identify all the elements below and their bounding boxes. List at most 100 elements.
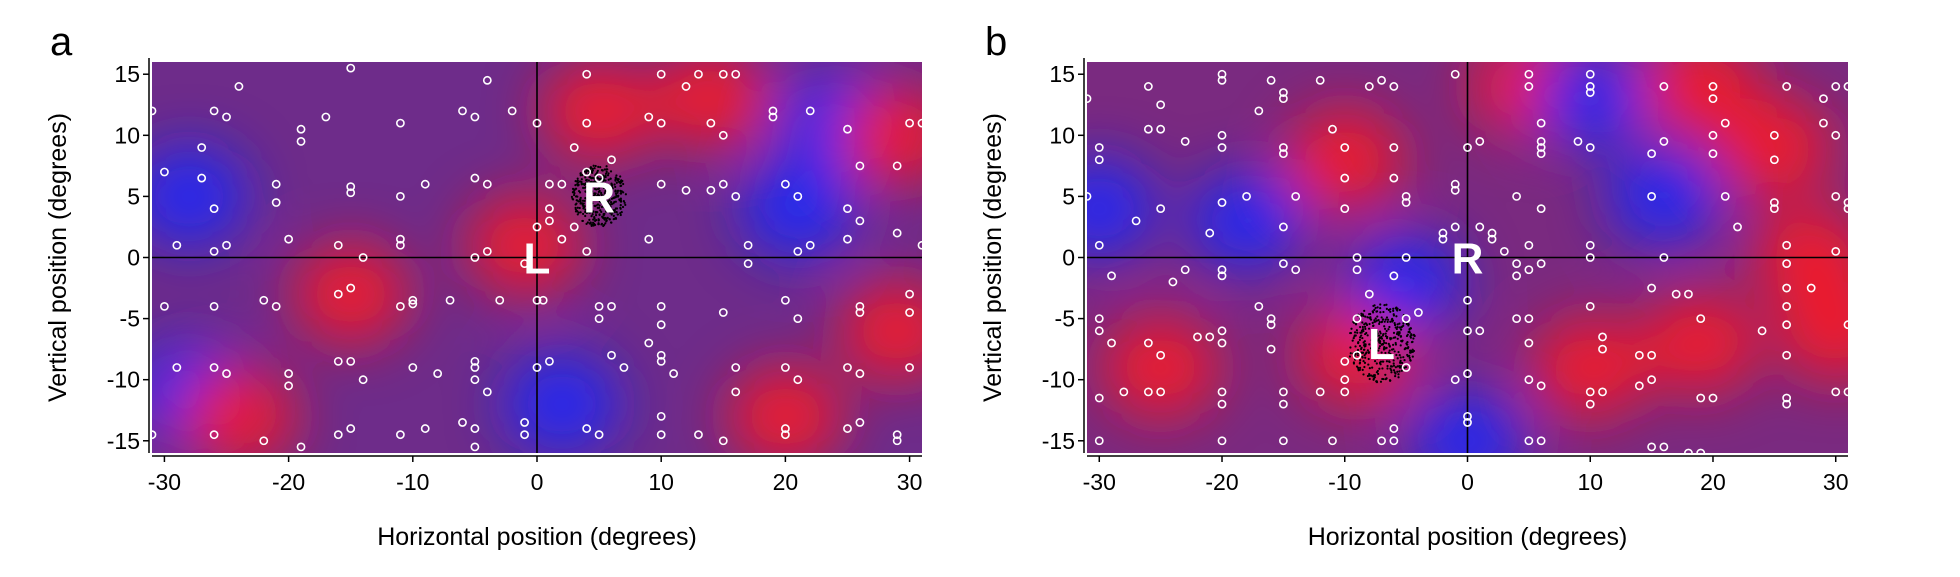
stimulus-point [669, 369, 679, 378]
stimulus-point [1831, 82, 1841, 91]
cluster-dot [1361, 325, 1364, 329]
stimulus-point [892, 436, 902, 446]
stimulus-point [743, 259, 753, 269]
stimulus-point [917, 240, 922, 250]
stimulus-point [644, 112, 654, 122]
stimulus-point [271, 179, 281, 189]
cluster-dot [1363, 345, 1366, 348]
cluster-dot [1388, 360, 1391, 364]
cluster-dot [588, 208, 592, 211]
stimulus-point [1499, 246, 1509, 256]
cluster-dot [607, 202, 610, 205]
cluster-dot [579, 211, 582, 214]
cluster-dot [1409, 359, 1412, 362]
stimulus-point [1217, 326, 1227, 336]
stimulus-point [1708, 149, 1718, 159]
cluster-dot [588, 192, 591, 196]
cluster-dot [1363, 340, 1366, 343]
cluster-dot [597, 223, 600, 226]
heatmap-blob-red [541, 62, 658, 161]
y-axis-title: Vertical position (degrees) [979, 113, 1007, 402]
cluster-dot [609, 201, 613, 204]
stimulus-point [1352, 350, 1362, 360]
cluster-dot [1377, 339, 1380, 342]
stimulus-points [152, 63, 922, 452]
stimulus-point [458, 106, 467, 116]
cluster-dot [1373, 304, 1376, 307]
cluster-dot [609, 177, 612, 180]
cluster-dot [1368, 343, 1371, 346]
stimulus-point [892, 430, 902, 440]
cluster-dot [1357, 369, 1360, 372]
stimulus-point [619, 363, 629, 372]
stimulus-point [1352, 253, 1362, 262]
stimulus-point [1278, 143, 1288, 152]
stimulus-point [1143, 124, 1153, 134]
stimulus-point [296, 124, 306, 134]
cluster-dot [1396, 365, 1399, 368]
panel-a: RL 15 10 5 0 -5 -10 -15 -30 -20 -10 0 10 20 30 Horizont… [44, 20, 922, 551]
x-axis-title: Horizontal position (degrees) [1308, 523, 1628, 551]
panel-b: R L 15 10 5 0 -5 -10 -15 -30 -20 -10 0 10 20 30 Horizont… [979, 20, 1849, 551]
cluster-dot [1389, 338, 1392, 341]
cluster-dot [1398, 364, 1401, 368]
cluster-dot [1381, 377, 1384, 381]
cluster-dot [1396, 326, 1399, 329]
cluster-dot [615, 181, 618, 184]
stimulus-point [706, 185, 716, 195]
cluster-dot [1392, 359, 1395, 362]
cluster-dot [1381, 318, 1385, 321]
stimulus-point [346, 182, 356, 192]
cluster-dot [588, 211, 591, 214]
cluster-dot [1396, 307, 1399, 310]
cluster-dot [611, 211, 614, 214]
x-tick-label: -30 [148, 469, 181, 495]
stimulus-point [408, 295, 418, 305]
stimulus-point [333, 356, 343, 366]
cluster-dot [1352, 336, 1355, 340]
stimulus-point [1782, 320, 1792, 330]
stimulus-point [395, 301, 405, 311]
stimulus-point [905, 118, 914, 128]
stimulus-point [234, 82, 244, 91]
cluster-dot [1363, 348, 1366, 351]
stimulus-point [1708, 393, 1718, 403]
cluster-dot [1399, 326, 1402, 329]
cluster-dot [574, 184, 577, 187]
stimulus-point [656, 350, 666, 360]
cluster-dot [1383, 303, 1386, 307]
stimulus-point [1389, 436, 1399, 446]
stimulus-point [1487, 234, 1497, 244]
cluster-dot [596, 183, 599, 187]
stimulus-point [1389, 424, 1399, 433]
cluster-dot [1398, 354, 1401, 357]
cluster-dot [619, 211, 622, 215]
cluster-dot [1364, 327, 1367, 331]
cluster-dot [588, 218, 591, 221]
stimulus-point [1585, 253, 1595, 262]
cluster-dot [1379, 311, 1382, 314]
cluster-dot [599, 197, 602, 200]
stimulus-point [731, 69, 741, 79]
cluster-dot [592, 164, 595, 167]
stimulus-point [520, 430, 529, 440]
cluster-dot [586, 202, 590, 205]
cluster-dot [1382, 310, 1385, 314]
cluster-dot [605, 219, 608, 222]
stimulus-point [1524, 82, 1534, 91]
stimulus-point [482, 246, 492, 256]
cluster-dot [1363, 354, 1366, 357]
cluster-dot [1367, 327, 1371, 330]
cluster-dot [598, 200, 601, 203]
stimulus-point [1512, 271, 1521, 281]
cluster-dot [1409, 349, 1412, 352]
stimulus-point [1131, 216, 1141, 226]
cluster-dot [1394, 341, 1397, 345]
stimulus-point [1217, 338, 1227, 348]
cluster-dot [606, 196, 610, 199]
cluster-dot [593, 185, 596, 188]
cluster-dot [1372, 352, 1375, 355]
stimulus-point [1512, 314, 1521, 323]
x-tick-label: 0 [1461, 469, 1474, 495]
cluster-dot [1376, 335, 1379, 338]
